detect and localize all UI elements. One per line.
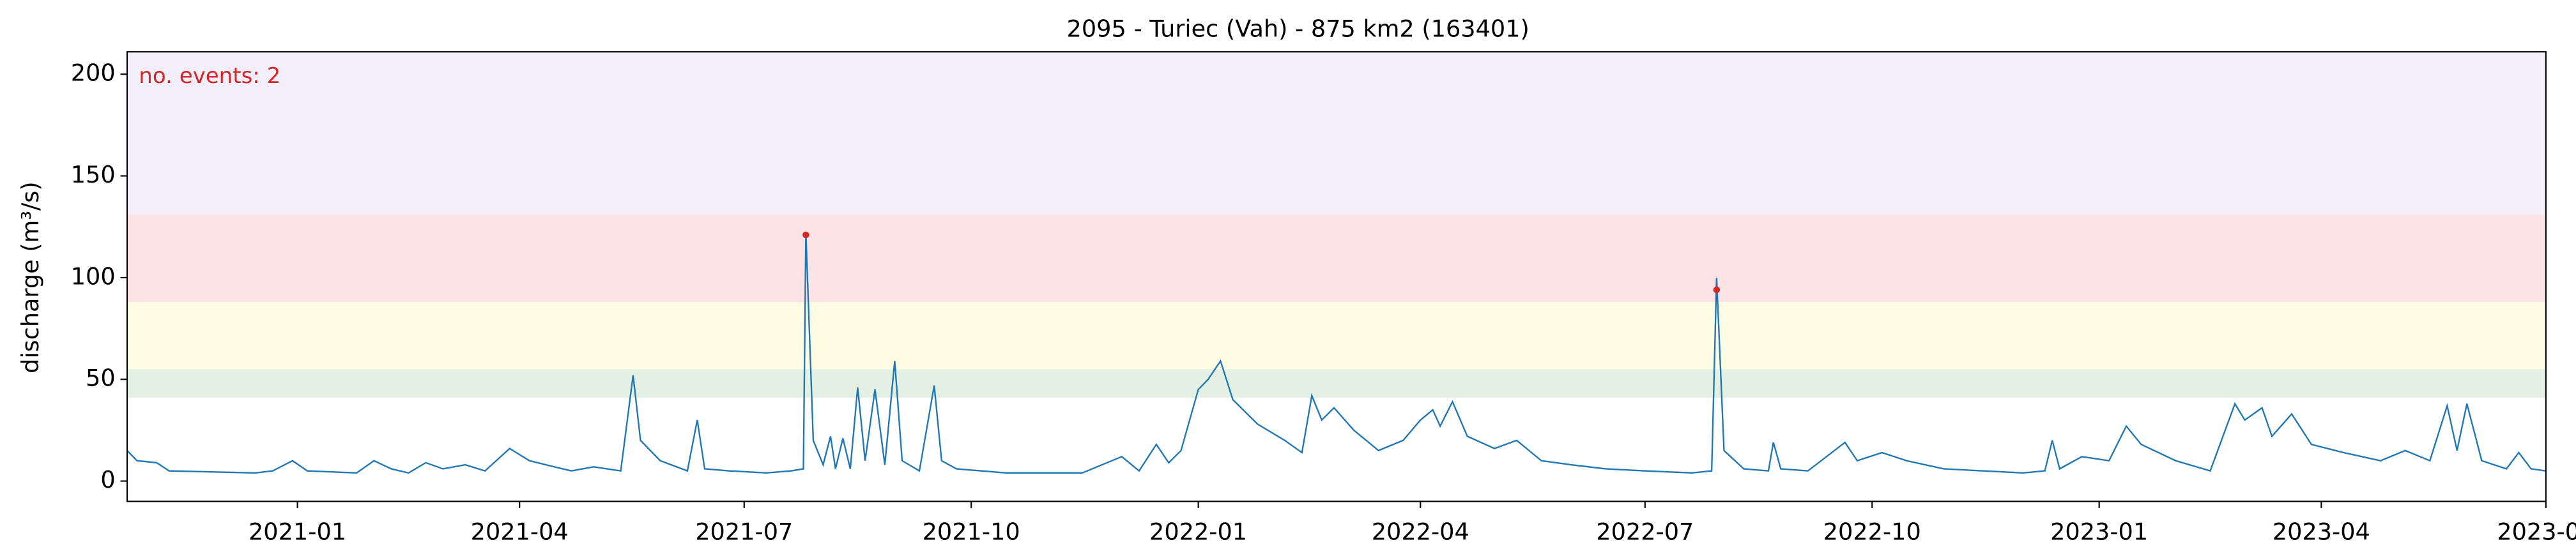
event-marker <box>802 231 809 239</box>
chart-title: 2095 - Turiec (Vah) - 875 km2 (163401) <box>1067 15 1529 43</box>
x-tick-label: 2021-07 <box>695 518 793 546</box>
threshold-band <box>126 302 2546 370</box>
x-tick-label: 2022-01 <box>1149 518 1247 546</box>
x-tick-label: 2021-01 <box>249 518 346 546</box>
x-tick-label: 2022-04 <box>1372 518 1469 546</box>
x-tick-label: 2021-10 <box>923 518 1020 546</box>
x-tick-label: 2023-04 <box>2273 518 2370 546</box>
y-tick-label: 150 <box>71 161 116 188</box>
plot-frame <box>126 51 2547 502</box>
y-tick-label: 0 <box>100 466 115 493</box>
x-tick-label: 2021-04 <box>471 518 569 546</box>
x-tick-label: 2023-01 <box>2050 518 2148 546</box>
x-tick-label: 2022-10 <box>1823 518 1921 546</box>
discharge-line <box>126 232 2547 474</box>
y-axis-label: discharge (m³/s) <box>17 181 44 373</box>
event-marker <box>1713 286 1721 294</box>
event-count: no. events: 2 <box>139 63 280 89</box>
y-tick-label: 50 <box>86 364 116 392</box>
x-tick-label: 2023-07 <box>2497 518 2576 546</box>
threshold-band <box>126 214 2546 303</box>
threshold-band <box>126 369 2546 398</box>
x-tick-label: 2022-07 <box>1596 518 1694 546</box>
y-tick-label: 100 <box>71 262 116 290</box>
threshold-band <box>126 52 2546 215</box>
y-tick-label: 200 <box>71 59 116 87</box>
